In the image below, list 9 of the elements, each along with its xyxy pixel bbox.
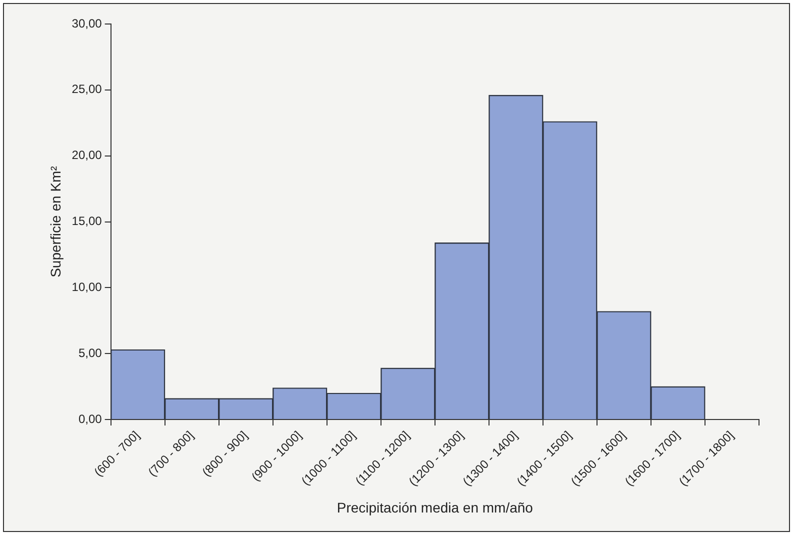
y-tick-label: 25,00 — [72, 82, 102, 96]
x-axis-title: Precipitación media en mm/año — [336, 499, 534, 516]
y-tick-label: 20,00 — [72, 148, 102, 162]
y-tick-label: 30,00 — [72, 16, 102, 30]
y-tick-label: 5,00 — [78, 346, 102, 360]
y-tick-label: 0,00 — [78, 412, 102, 426]
y-tick-label: 10,00 — [72, 280, 102, 294]
y-tick-label: 15,00 — [72, 214, 102, 228]
y-axis-title: Superficie en Km² — [47, 166, 64, 278]
